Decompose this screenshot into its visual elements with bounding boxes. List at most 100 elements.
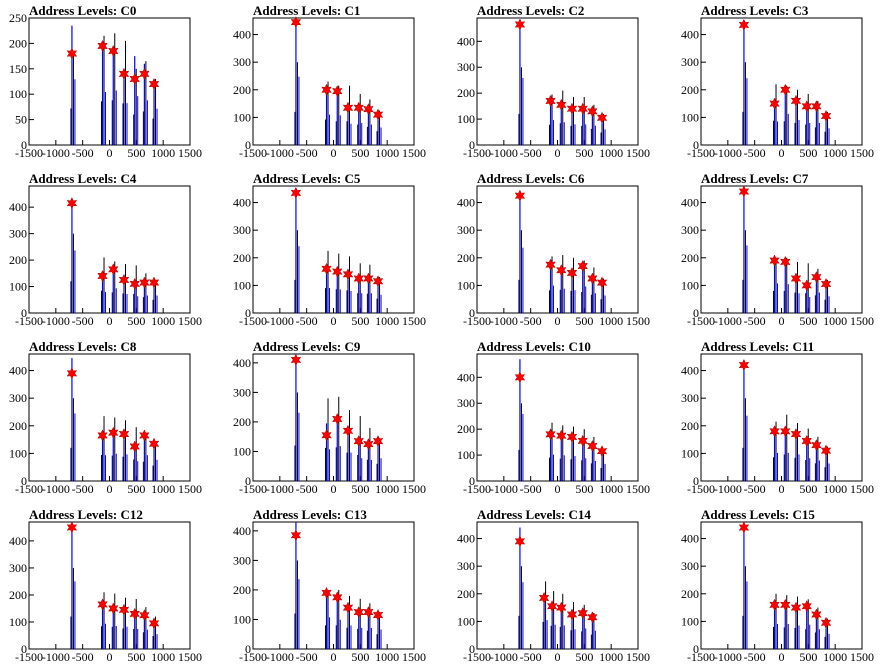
y-tick-label: 400 <box>233 524 251 538</box>
peak-marker <box>820 616 832 629</box>
x-tick-label: -500 <box>72 146 94 160</box>
y-tick-label: 0 <box>693 642 699 656</box>
peak-marker <box>555 429 567 442</box>
peak-marker <box>555 264 567 277</box>
x-tick-label: 1000 <box>823 146 847 160</box>
x-tick-label: 1000 <box>599 650 623 664</box>
plot-frame <box>28 521 191 650</box>
x-tick-label: 1000 <box>375 146 399 160</box>
y-tick-label: 100 <box>233 110 251 124</box>
peak-marker <box>148 276 160 289</box>
x-tick-label: 1500 <box>402 146 426 160</box>
x-tick-label: 1000 <box>823 650 847 664</box>
y-tick-label: 200 <box>457 86 475 100</box>
x-tick-label: 1500 <box>626 650 650 664</box>
y-tick-label: 300 <box>233 223 251 237</box>
x-tick-label: -500 <box>72 650 94 664</box>
x-tick-label: 0 <box>107 314 113 328</box>
y-tick-label: 0 <box>245 642 251 656</box>
x-tick-label: 0 <box>779 146 785 160</box>
peak-marker <box>790 428 802 441</box>
y-tick-label: 400 <box>681 364 699 378</box>
x-tick-label: 1500 <box>178 146 202 160</box>
peak-marker <box>514 535 526 548</box>
peak-marker <box>587 105 598 118</box>
x-tick-label: -1000 <box>42 314 70 328</box>
peak-marker <box>820 444 832 457</box>
x-tick-label: 1500 <box>850 482 874 496</box>
peak-marker <box>107 263 119 276</box>
plot-frame <box>700 521 863 650</box>
y-tick-label: 400 <box>681 532 699 546</box>
peak-marker <box>139 609 150 622</box>
x-tick-label: -500 <box>744 146 766 160</box>
y-tick-label: 50 <box>15 113 27 127</box>
peak-marker <box>331 591 343 604</box>
plot-frame <box>476 17 639 146</box>
chart-title: Address Levels: C5 <box>253 171 361 186</box>
peak-marker <box>372 434 384 448</box>
x-tick-label: 0 <box>331 146 337 160</box>
x-tick-label: -1000 <box>42 482 70 496</box>
plot-frame <box>252 521 415 650</box>
peak-marker <box>353 434 365 448</box>
x-tick-label: 500 <box>127 650 145 664</box>
y-tick-label: 400 <box>457 532 475 546</box>
y-tick-label: 200 <box>9 36 27 50</box>
peak-marker <box>342 268 354 281</box>
peak-marker <box>342 101 354 114</box>
x-tick-label: -1000 <box>714 146 742 160</box>
x-tick-label: 500 <box>799 146 817 160</box>
x-tick-label: 0 <box>555 482 561 496</box>
peak-marker <box>596 445 608 458</box>
peak-marker <box>97 269 108 283</box>
y-tick-label: 300 <box>9 227 27 241</box>
x-tick-label: -1000 <box>714 314 742 328</box>
peak-marker <box>514 189 526 202</box>
peak-marker <box>118 603 130 616</box>
y-tick-label: 300 <box>233 55 251 69</box>
y-tick-label: 300 <box>681 559 699 573</box>
x-tick-label: 1500 <box>626 314 650 328</box>
chart-title: Address Levels: C14 <box>477 507 591 522</box>
peak-marker <box>129 607 141 621</box>
y-tick-label: 200 <box>233 83 251 97</box>
y-tick-label: 150 <box>9 62 27 76</box>
peak-marker <box>790 94 802 107</box>
y-tick-label: 300 <box>681 391 699 405</box>
chart-title: Address Levels: C12 <box>29 507 143 522</box>
x-tick-label: 1500 <box>402 314 426 328</box>
y-tick-label: 400 <box>9 364 27 378</box>
y-tick-label: 0 <box>693 474 699 488</box>
y-tick-label: 0 <box>693 138 699 152</box>
peak-marker <box>66 47 78 60</box>
peak-marker <box>577 260 589 273</box>
y-tick-label: 400 <box>457 196 475 210</box>
peak-marker <box>779 598 791 611</box>
y-tick-label: 100 <box>457 112 475 126</box>
peak-marker <box>538 591 550 605</box>
peak-marker <box>342 601 354 614</box>
x-tick-label: 1000 <box>151 314 175 328</box>
chart-panel-c5: Address Levels: C5 0 100 200 300 400 -1500-100… <box>233 171 426 328</box>
x-tick-label: -500 <box>744 482 766 496</box>
y-tick-label: 100 <box>681 278 699 292</box>
x-tick-label: 1000 <box>151 482 175 496</box>
peak-marker <box>363 437 374 451</box>
y-tick-label: 300 <box>233 385 251 399</box>
peak-marker <box>353 101 365 114</box>
plot-frame <box>28 17 191 146</box>
peak-marker <box>331 85 343 98</box>
x-tick-label: 0 <box>555 650 561 664</box>
x-tick-label: 500 <box>799 650 817 664</box>
y-tick-label: 100 <box>9 446 27 460</box>
y-tick-label: 0 <box>245 138 251 152</box>
peak-marker <box>811 438 822 452</box>
plot-frame <box>700 17 863 146</box>
x-tick-label: 0 <box>779 482 785 496</box>
peak-marker <box>107 44 119 58</box>
y-tick-label: 400 <box>681 28 699 42</box>
peak-marker <box>353 605 365 619</box>
peak-marker <box>97 39 108 52</box>
plot-frame <box>476 521 639 650</box>
